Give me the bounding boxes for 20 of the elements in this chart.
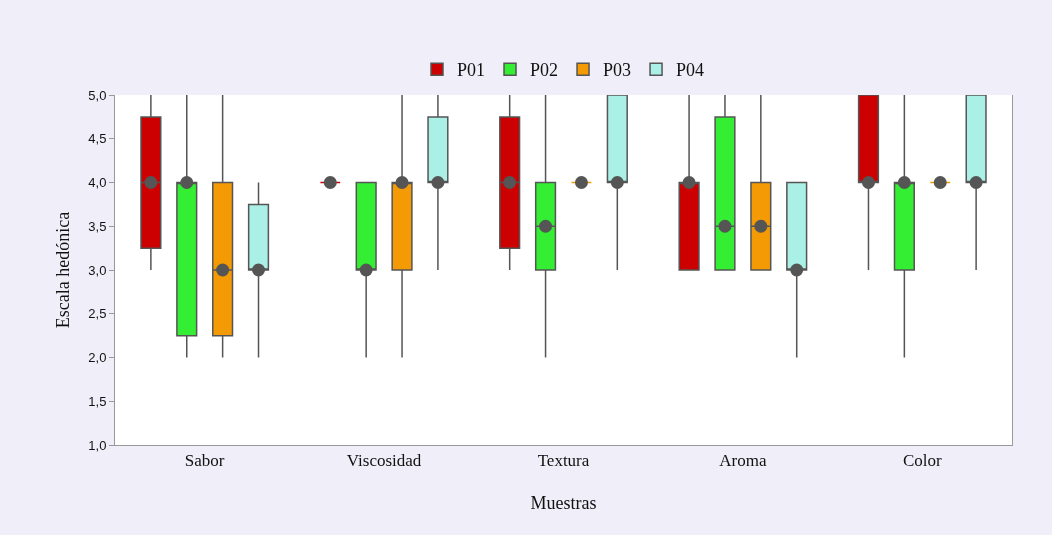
y-tick-label: 2,0	[88, 350, 107, 366]
y-tick-label: 3,0	[88, 262, 107, 278]
x-axis-title: Muestras	[530, 493, 597, 513]
legend-label: P02	[530, 60, 559, 81]
y-tick-label: 2,5	[88, 306, 107, 322]
x-tick-label: Aroma	[719, 451, 767, 471]
y-tick-label: 5,0	[88, 87, 107, 103]
y-tick-label: 4,5	[88, 131, 107, 147]
x-tick-label: Viscosidad	[346, 451, 422, 471]
legend-label: P04	[676, 60, 705, 81]
y-tick-label: 3,5	[88, 218, 107, 234]
y-tick-label: 4,0	[88, 175, 107, 191]
x-tick-label: Sabor	[184, 451, 225, 471]
y-tick-label: 1,0	[88, 437, 107, 453]
x-tick-label: Textura	[537, 451, 590, 471]
legend-label: P03	[603, 60, 632, 81]
y-tick-label: 1,5	[88, 393, 107, 409]
x-tick-label: Color	[902, 451, 942, 471]
legend-label: P01	[457, 60, 486, 81]
y-axis-title: Escala hedónica	[53, 211, 73, 329]
